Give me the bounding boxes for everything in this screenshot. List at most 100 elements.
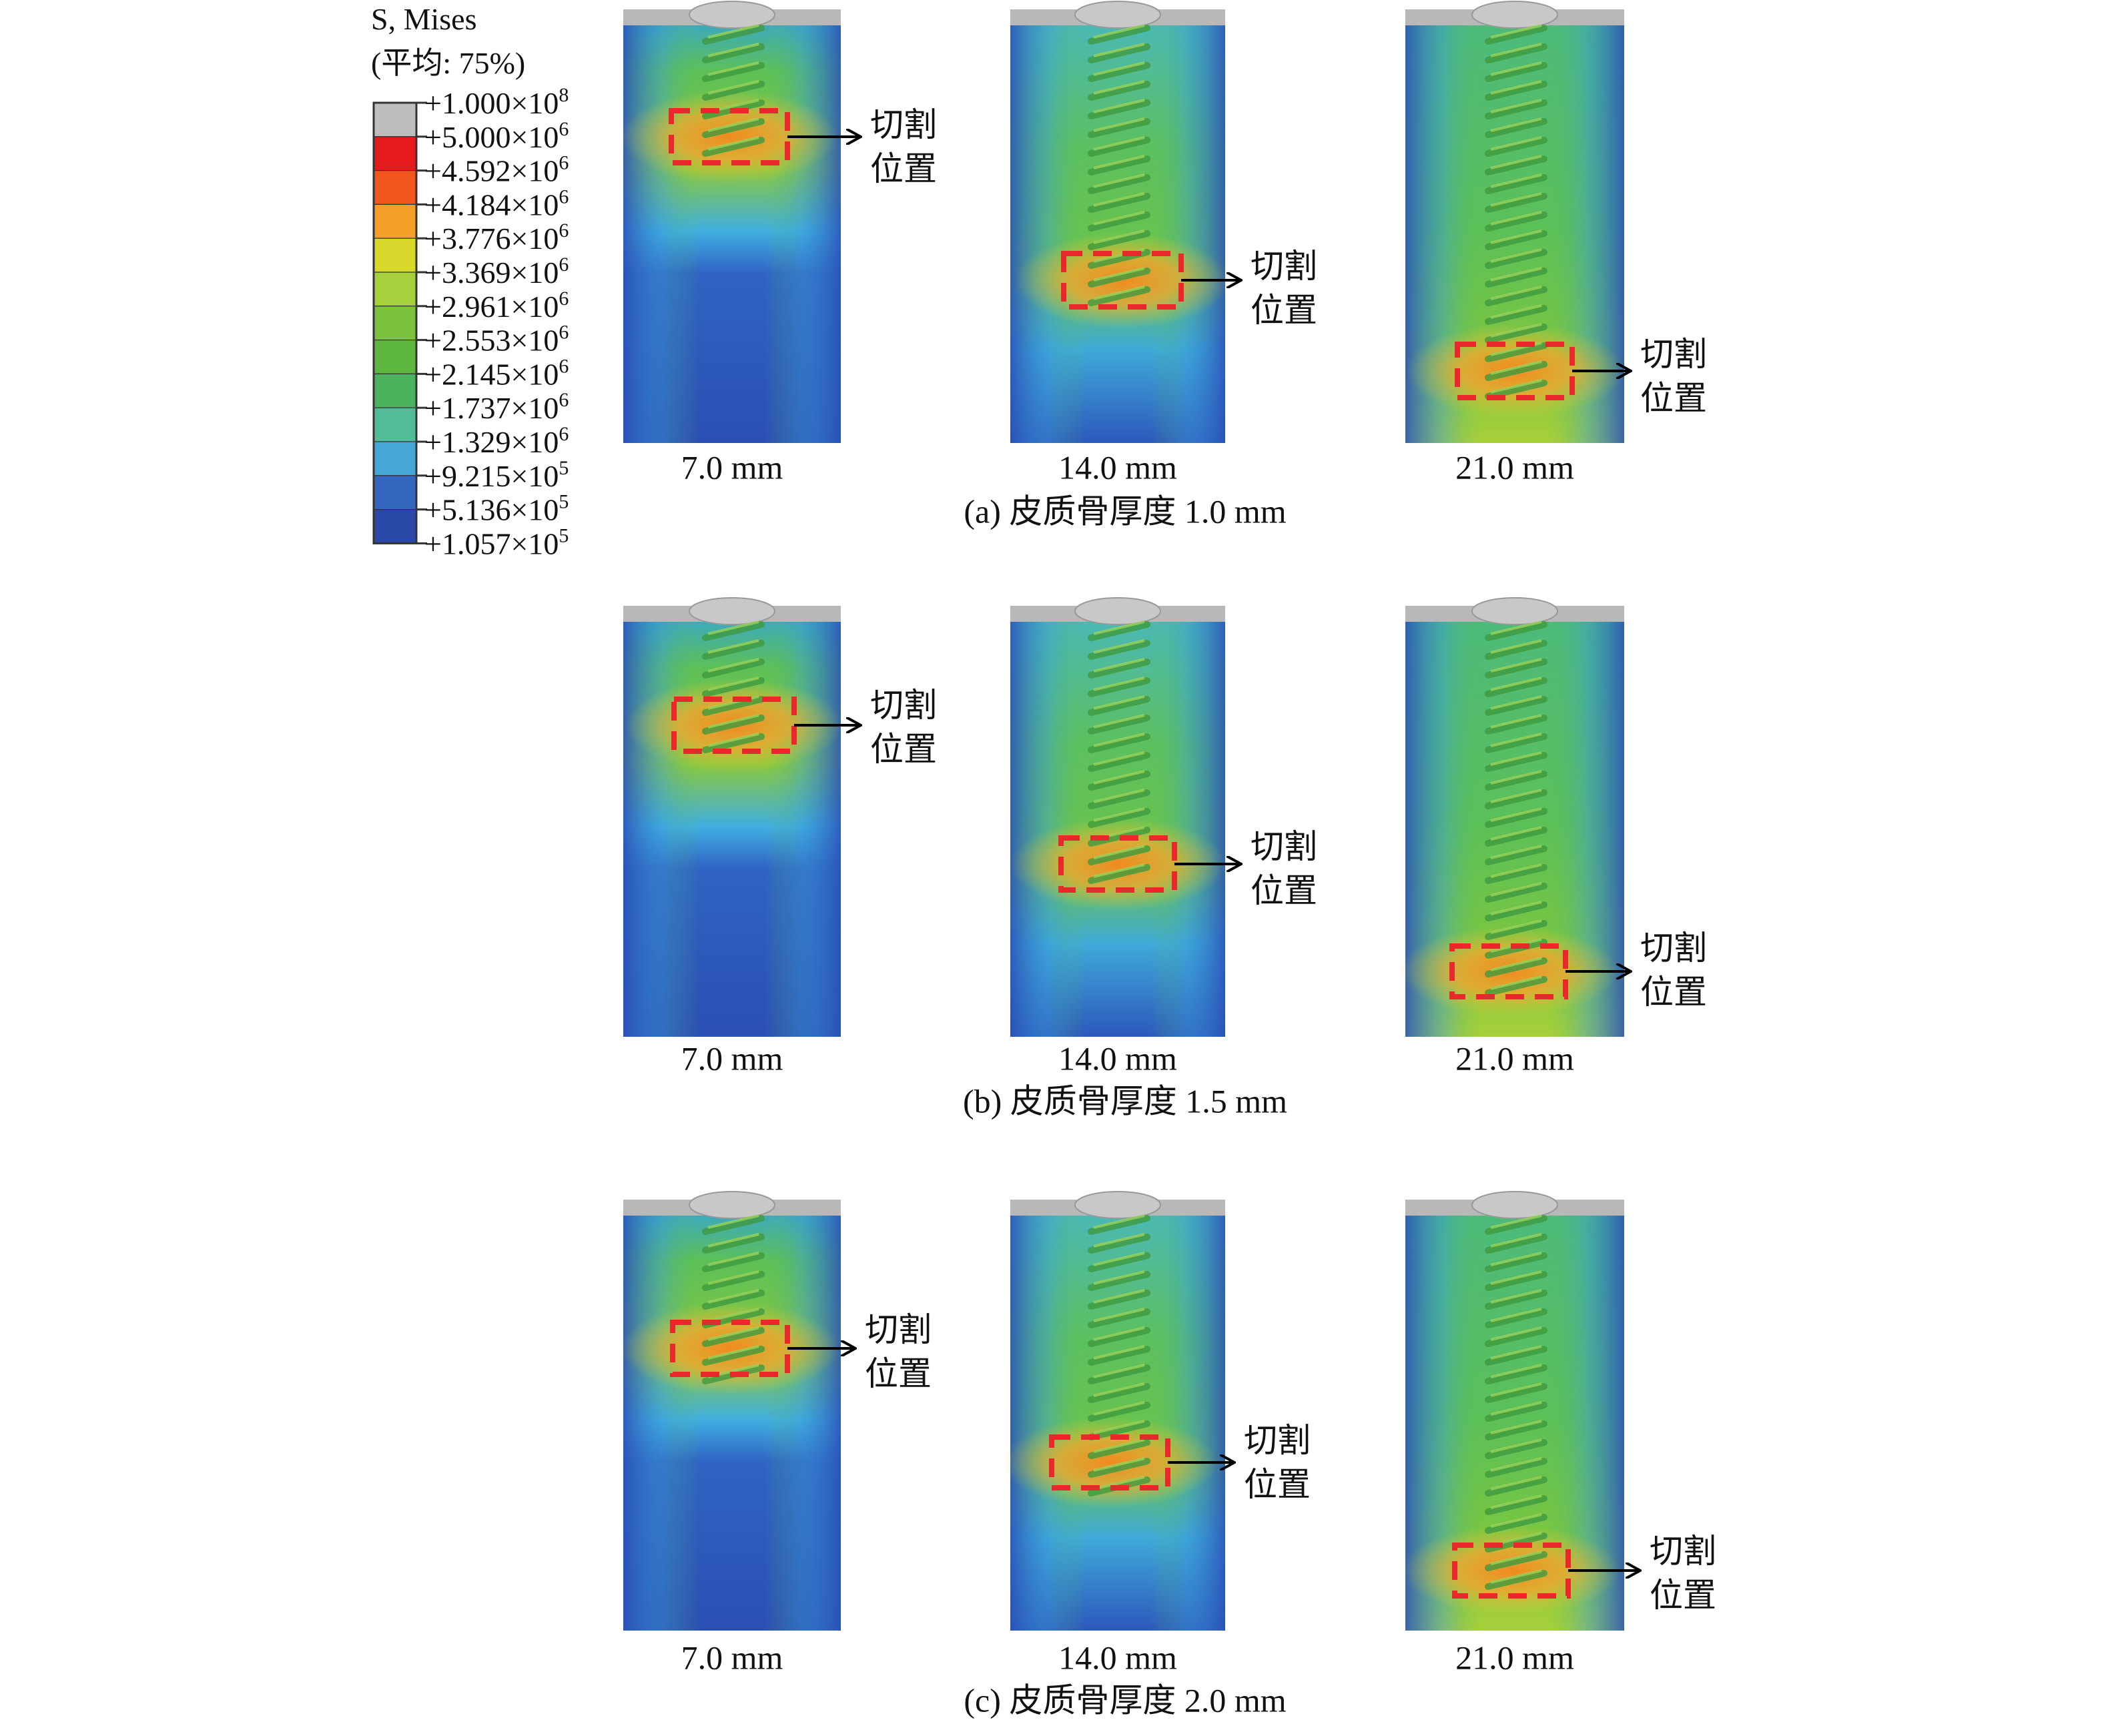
screw-thread-hl (1093, 677, 1145, 691)
screw-thread (1088, 808, 1150, 828)
screw-thread (1485, 1476, 1547, 1496)
screw-thread-hl (707, 61, 759, 76)
contour-image (621, 1191, 841, 1631)
screw-head (689, 1191, 775, 1219)
screw-thread (1088, 99, 1150, 119)
legend-label: +2.961×106 (424, 288, 569, 324)
screw-thread (1485, 957, 1547, 977)
legend-label-base: +5.000×10 (424, 120, 559, 154)
screw-thread (1485, 155, 1547, 175)
screw-thread-hl (1093, 286, 1145, 300)
contour-image (1405, 1, 1624, 443)
screw-thread-hl (1093, 173, 1145, 188)
screw-thread-hl (1490, 1252, 1542, 1266)
panel-label: 14.0 mm (1058, 1039, 1177, 1077)
screw-thread-hl (1490, 211, 1542, 226)
row-caption: (b) 皮质骨厚度 1.5 mm (963, 1082, 1287, 1120)
screw-thread-hl (1490, 1308, 1542, 1322)
screw-thread (702, 1346, 765, 1366)
screw-thread (1485, 1234, 1547, 1254)
screw-thread (1485, 249, 1547, 269)
screw-thread-hl (1093, 117, 1145, 132)
screw-thread-hl (1093, 658, 1145, 673)
screw-thread (1088, 789, 1150, 809)
legend-label-exp: 6 (559, 220, 569, 242)
screw-thread-hl (1490, 267, 1542, 282)
screw-thread (1088, 155, 1150, 175)
legend-label-base: +5.136×10 (424, 493, 559, 527)
screw-thread-hl (1490, 733, 1542, 747)
screw-thread-hl (1093, 714, 1145, 729)
legend-label-base: +1.329×10 (424, 425, 559, 459)
screw-thread-hl (1490, 1233, 1542, 1248)
screw-head (1471, 1191, 1558, 1219)
screw-thread-hl (1093, 43, 1145, 57)
legend-swatch (373, 102, 417, 137)
legend-label-base: +2.961×10 (424, 290, 559, 324)
legend-label-exp: 6 (559, 254, 569, 276)
screw-thread (1485, 976, 1547, 996)
panel-label: 7.0 mm (681, 1639, 783, 1676)
legend-swatch (373, 407, 417, 442)
screw-thread-hl (1093, 1382, 1145, 1397)
screw-thread (1485, 1364, 1547, 1384)
screw-thread-hl (707, 1270, 759, 1285)
screw-thread-hl (1490, 620, 1542, 635)
screw-thread-hl (707, 714, 759, 729)
screw-thread-hl (1490, 1551, 1542, 1565)
screw-thread-hl (707, 1326, 759, 1341)
screw-thread-hl (1490, 677, 1542, 691)
panel-label: 14.0 mm (1058, 1639, 1177, 1676)
legend-label-exp: 5 (559, 524, 569, 546)
screw-thread-hl (1490, 155, 1542, 169)
screw-thread (1485, 118, 1547, 138)
screw-thread (1485, 771, 1547, 791)
screw-thread (1088, 211, 1150, 232)
contour-image (621, 1, 841, 443)
annotation-line: 位置 (1251, 871, 1317, 910)
screw-thread-hl (707, 80, 759, 95)
screw-thread-hl (1093, 1364, 1145, 1378)
screw-thread (702, 1215, 765, 1235)
legend-swatch (373, 441, 417, 476)
screw-thread (1088, 1383, 1150, 1403)
legend-label-exp: 6 (559, 152, 569, 174)
screw-thread-hl (1490, 286, 1542, 300)
screw-thread-hl (1490, 1569, 1542, 1584)
screw-thread-hl (1093, 1308, 1145, 1322)
screw-thread-hl (707, 1289, 759, 1304)
screw-thread (1485, 286, 1547, 306)
cut-box (1061, 251, 1184, 310)
screw-thread (702, 733, 765, 753)
screw-thread-hl (1490, 639, 1542, 654)
legend-label: +4.592×106 (424, 152, 569, 188)
legend-label-exp: 6 (559, 389, 569, 411)
screw-thread-hl (707, 658, 759, 673)
screw-thread (702, 1252, 765, 1272)
contour-image (1399, 597, 1624, 1037)
screw-thread-hl (1490, 1401, 1542, 1416)
screw-thread-hl (1093, 211, 1145, 226)
screw-thread (1485, 715, 1547, 735)
screw-thread-hl (1490, 919, 1542, 934)
screw-thread-hl (1093, 1252, 1145, 1266)
screw-thread (1485, 901, 1547, 921)
screw-thread (702, 715, 765, 735)
screw-thread (1485, 677, 1547, 697)
screw-thread (1088, 1215, 1150, 1235)
legend-label-exp: 5 (559, 491, 569, 513)
screw-thread-hl (1093, 695, 1145, 710)
screw-head (1471, 597, 1558, 625)
screw-thread (1485, 1402, 1547, 1422)
screw-thread (702, 81, 765, 101)
screw-thread (1088, 733, 1150, 753)
screw-thread (1088, 845, 1150, 865)
screw-thread-hl (1490, 43, 1542, 57)
screw-thread-hl (1490, 975, 1542, 990)
row-caption: (c) 皮质骨厚度 2.0 mm (964, 1681, 1286, 1719)
legend-swatch (373, 475, 417, 510)
cut-box (1449, 943, 1568, 999)
screw-thread (1088, 659, 1150, 679)
screw-thread (1485, 1495, 1547, 1515)
screw-thread-hl (1093, 1233, 1145, 1248)
